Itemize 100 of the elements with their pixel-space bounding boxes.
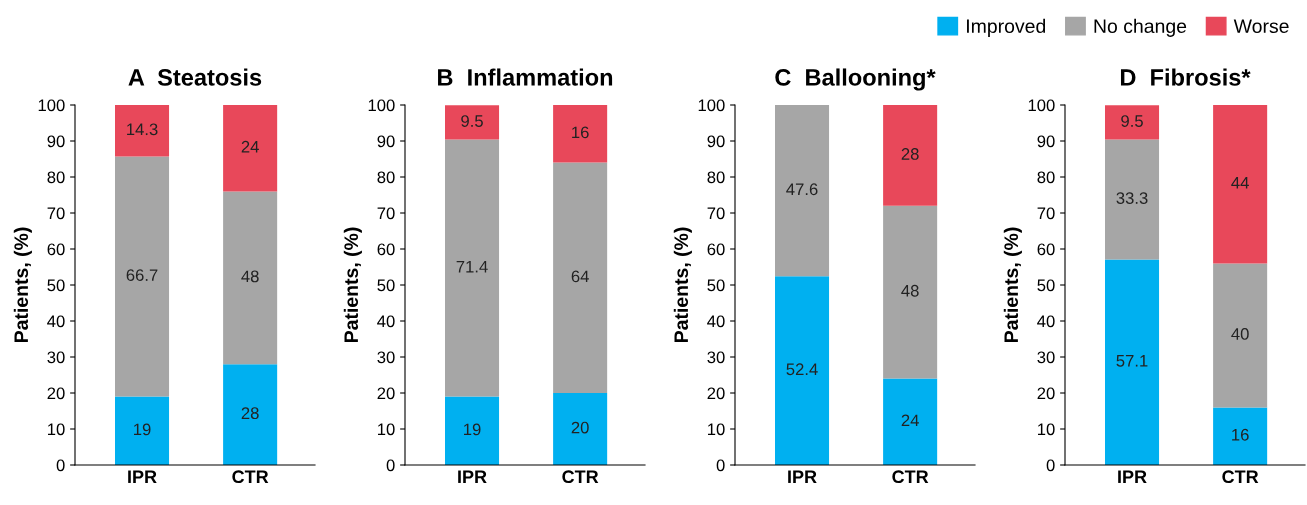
y-tick-label: 10 [708, 423, 725, 436]
y-tick-label: 40 [1037, 315, 1055, 328]
y-tick-label: 100 [698, 99, 725, 112]
data-label: 20 [571, 421, 589, 434]
bar [775, 105, 830, 277]
data-label: 16 [572, 126, 589, 139]
data-label: 48 [241, 270, 259, 283]
bar [445, 105, 500, 140]
bar [775, 276, 830, 465]
data-label: 19 [464, 423, 481, 436]
y-tick-label: 20 [377, 387, 395, 400]
chart-title: B Inflammation [438, 68, 613, 86]
data-label: 14.3 [127, 123, 158, 136]
y-tick-label: 90 [1037, 135, 1055, 148]
bar [115, 105, 170, 157]
bar [223, 364, 278, 465]
x-tick-label: CTR [892, 470, 929, 484]
y-tick-label: 60 [1037, 243, 1055, 256]
y-tick-label: 10 [48, 423, 65, 436]
y-tick-label: 90 [47, 135, 65, 148]
x-tick-label: IPR [128, 470, 157, 483]
bar [883, 205, 938, 379]
y-axis-title: Patients, (%) [673, 227, 692, 343]
data-label: 52.4 [786, 363, 818, 376]
data-label: 44 [1231, 177, 1249, 189]
x-tick-label: IPR [1118, 470, 1147, 483]
y-tick-label: 30 [707, 351, 725, 364]
y-tick-label: 50 [1037, 279, 1055, 292]
y-tick-label: 70 [707, 207, 725, 220]
legend-label: No change [1094, 18, 1187, 37]
x-tick-label: IPR [788, 470, 817, 483]
y-tick-label: 80 [377, 171, 395, 184]
y-tick-label: 80 [707, 171, 725, 184]
y-tick-label: 100 [1028, 99, 1055, 112]
x-tick-label: IPR [458, 470, 487, 483]
data-label: 66.7 [126, 269, 158, 282]
bar [445, 139, 500, 397]
bar [883, 105, 938, 206]
bar [223, 105, 278, 192]
bar [445, 396, 500, 465]
x-tick-label: CTR [232, 470, 269, 484]
bar [553, 105, 608, 163]
bar [553, 162, 608, 393]
y-tick-label: 40 [47, 315, 65, 328]
y-axis-title: Patients, (%) [343, 227, 362, 343]
data-label: 19 [134, 423, 151, 436]
y-tick-label: 10 [378, 423, 395, 436]
y-tick-label: 50 [377, 279, 395, 292]
y-tick-label: 70 [47, 207, 65, 220]
bar [223, 191, 278, 365]
y-tick-label: 0 [386, 459, 395, 472]
y-tick-label: 60 [47, 243, 65, 256]
data-label: 9.5 [461, 115, 483, 127]
data-label: 28 [241, 407, 259, 420]
y-tick-label: 70 [1037, 207, 1055, 220]
bar [1105, 105, 1160, 140]
bar [1213, 407, 1268, 465]
y-tick-label: 70 [377, 207, 395, 220]
y-tick-label: 40 [707, 315, 725, 328]
y-tick-label: 90 [377, 135, 395, 148]
y-tick-label: 0 [56, 459, 65, 472]
bar [1213, 105, 1268, 264]
y-tick-label: 30 [1037, 351, 1055, 364]
x-tick-label: CTR [1222, 470, 1259, 484]
data-label: 9.5 [1121, 115, 1143, 127]
y-tick-label: 80 [1037, 171, 1055, 184]
y-axis-title: Patients, (%) [1003, 227, 1022, 343]
data-label: 28 [901, 148, 919, 160]
y-tick-label: 60 [377, 243, 395, 256]
bar [115, 396, 170, 465]
data-label: 16 [1232, 428, 1249, 441]
y-tick-label: 0 [716, 459, 725, 472]
y-tick-label: 60 [707, 243, 725, 256]
y-tick-label: 90 [707, 135, 725, 148]
y-axis-title: Patients, (%) [13, 227, 32, 343]
data-label: 24 [241, 140, 259, 153]
x-tick-label: CTR [562, 470, 599, 484]
y-tick-label: 0 [1046, 459, 1055, 472]
bar [883, 378, 938, 465]
data-label: 40 [1231, 328, 1249, 340]
y-tick-label: 20 [1037, 387, 1055, 400]
chart-title: D Fibrosis* [1120, 68, 1251, 86]
y-tick-label: 20 [707, 387, 725, 400]
y-tick-label: 30 [47, 351, 65, 364]
y-tick-label: 80 [47, 171, 65, 184]
bar [1213, 263, 1268, 408]
data-label: 71.4 [456, 260, 488, 273]
data-label: 64 [571, 270, 589, 283]
bar [1105, 139, 1160, 260]
y-tick-label: 30 [377, 351, 395, 364]
chart-title: C Ballooning* [775, 68, 936, 91]
y-tick-label: 50 [47, 279, 65, 292]
data-label: 48 [901, 284, 919, 297]
bar [1105, 259, 1160, 465]
data-label: 33.3 [1116, 192, 1148, 204]
bar [115, 156, 170, 397]
legend-label: Worse [1233, 19, 1289, 34]
y-tick-label: 10 [1038, 423, 1055, 436]
bar [553, 393, 608, 465]
y-tick-label: 100 [368, 99, 395, 112]
